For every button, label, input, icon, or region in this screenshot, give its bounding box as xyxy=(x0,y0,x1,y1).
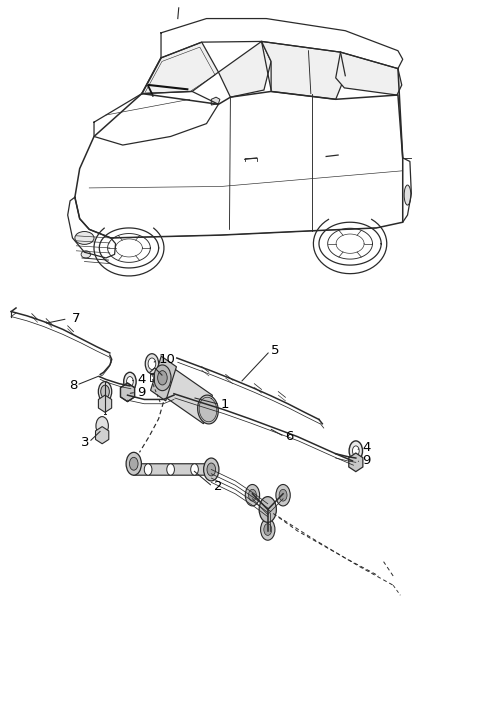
Circle shape xyxy=(167,464,174,475)
Circle shape xyxy=(126,453,142,475)
Circle shape xyxy=(259,497,276,523)
Text: 9: 9 xyxy=(362,454,371,467)
Circle shape xyxy=(191,464,198,475)
Ellipse shape xyxy=(404,185,411,205)
Polygon shape xyxy=(336,52,402,95)
Polygon shape xyxy=(98,395,112,412)
Polygon shape xyxy=(198,395,218,424)
Circle shape xyxy=(127,377,133,387)
Ellipse shape xyxy=(75,231,94,244)
Circle shape xyxy=(96,417,108,435)
Polygon shape xyxy=(162,367,213,424)
Circle shape xyxy=(204,458,219,481)
Circle shape xyxy=(261,519,275,541)
Text: 6: 6 xyxy=(286,430,294,443)
Circle shape xyxy=(148,358,156,369)
Text: 5: 5 xyxy=(271,344,280,357)
Circle shape xyxy=(101,385,109,398)
Text: 4: 4 xyxy=(137,373,145,386)
Text: 9: 9 xyxy=(137,386,145,399)
Polygon shape xyxy=(131,464,211,475)
Circle shape xyxy=(349,441,362,461)
Polygon shape xyxy=(211,97,220,105)
Circle shape xyxy=(207,463,216,476)
Polygon shape xyxy=(151,356,177,401)
Polygon shape xyxy=(120,383,134,402)
Circle shape xyxy=(276,485,290,506)
Circle shape xyxy=(130,458,138,470)
Circle shape xyxy=(124,372,136,391)
Circle shape xyxy=(279,489,287,501)
Circle shape xyxy=(157,371,167,385)
Text: 8: 8 xyxy=(69,379,77,392)
Circle shape xyxy=(144,464,152,475)
Ellipse shape xyxy=(81,251,91,258)
Circle shape xyxy=(249,489,256,501)
Polygon shape xyxy=(262,42,345,100)
Text: 7: 7 xyxy=(72,312,80,325)
Circle shape xyxy=(154,365,171,391)
Polygon shape xyxy=(142,42,218,94)
Polygon shape xyxy=(96,427,109,444)
Circle shape xyxy=(264,523,272,536)
Polygon shape xyxy=(349,453,363,472)
Circle shape xyxy=(145,354,158,374)
Text: 10: 10 xyxy=(158,353,176,366)
Text: 3: 3 xyxy=(81,436,90,449)
Text: 1: 1 xyxy=(221,398,229,411)
Text: 2: 2 xyxy=(214,480,222,493)
Text: 4: 4 xyxy=(362,441,371,454)
Circle shape xyxy=(245,485,260,506)
Circle shape xyxy=(352,446,359,456)
Circle shape xyxy=(98,382,112,402)
Polygon shape xyxy=(218,42,271,97)
